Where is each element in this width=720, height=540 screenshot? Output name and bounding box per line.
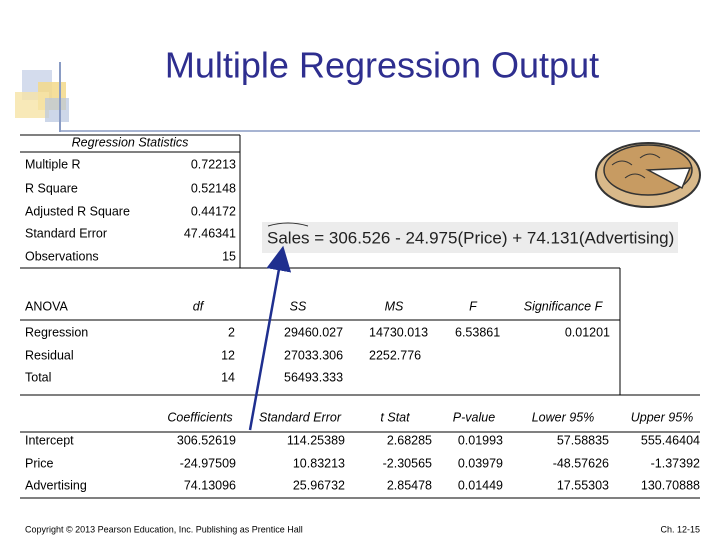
anova-cell: 27033.306 (284, 348, 343, 362)
equation-box (262, 222, 678, 253)
anova-cell: 2252.776 (369, 348, 421, 362)
coef-header: Coefficients (167, 410, 232, 424)
coef-header: t Stat (380, 410, 410, 424)
coef-cell: -1.37392 (651, 456, 700, 470)
coef-cell: 0.01449 (458, 478, 503, 492)
anova-header: df (193, 299, 205, 313)
anova-cell: 56493.333 (284, 370, 343, 384)
anova-cell: 29460.027 (284, 325, 343, 339)
coef-cell: 74.13096 (184, 478, 236, 492)
slide-title: Multiple Regression Output (165, 45, 599, 86)
coef-cell: 306.52619 (177, 433, 236, 447)
anova-cell: 14730.013 (369, 325, 428, 339)
coef-header: Upper 95% (631, 410, 694, 424)
anova-header: SS (290, 299, 307, 313)
stat-label: Observations (25, 249, 99, 263)
coef-row-label: Advertising (25, 478, 87, 492)
anova-cell: 14 (221, 370, 235, 384)
anova-cell: 6.53861 (455, 325, 500, 339)
coef-cell: 130.70888 (641, 478, 700, 492)
table-rules (20, 134, 700, 499)
coef-row-label: Intercept (25, 433, 74, 447)
pie-illustration (595, 142, 701, 208)
stat-label: R Square (25, 181, 78, 195)
stats-heading: Regression Statistics (72, 135, 189, 149)
anova-cell: 0.01201 (565, 325, 610, 339)
page-number: Ch. 12-15 (660, 524, 700, 534)
hat (267, 222, 309, 227)
stat-value: 0.44172 (191, 204, 236, 218)
anova-header: F (469, 299, 478, 313)
coef-row-label: Price (25, 456, 54, 470)
stat-label: Adjusted R Square (25, 204, 130, 218)
coef-cell: -24.97509 (180, 456, 236, 470)
stat-label: Multiple R (25, 157, 81, 171)
anova-cell: 2 (228, 325, 235, 339)
regression-equation: Sales = 306.526 - 24.975(Price) + 74.131… (267, 228, 674, 247)
coef-cell: 57.58835 (557, 433, 609, 447)
anova-row-label: Total (25, 370, 51, 384)
decoration (15, 62, 700, 132)
coef-cell: 2.68285 (387, 433, 432, 447)
coef-cell: 25.96732 (293, 478, 345, 492)
arrow (248, 245, 292, 431)
stat-value: 0.52148 (191, 181, 236, 195)
coef-header: Standard Error (259, 410, 342, 424)
coef-cell: 10.83213 (293, 456, 345, 470)
anova-header: ANOVA (25, 299, 68, 313)
coef-header: Lower 95% (532, 410, 595, 424)
stat-label: Standard Error (25, 226, 107, 240)
coef-cell: 0.01993 (458, 433, 503, 447)
anova-row-label: Regression (25, 325, 88, 339)
copyright: Copyright © 2013 Pearson Education, Inc.… (25, 524, 303, 534)
coef-cell: 17.55303 (557, 478, 609, 492)
anova-header: MS (385, 299, 404, 313)
anova-row-label: Residual (25, 348, 74, 362)
coef-cell: -2.30565 (383, 456, 432, 470)
coef-cell: 0.03979 (458, 456, 503, 470)
coef-cell: 114.25389 (287, 433, 345, 447)
stat-value: 0.72213 (191, 157, 236, 171)
coef-cell: 555.46404 (641, 433, 700, 447)
stat-value: 15 (222, 249, 236, 263)
coef-cell: 2.85478 (387, 478, 432, 492)
anova-header: Significance F (524, 299, 604, 313)
anova-cell: 12 (221, 348, 235, 362)
stat-value: 47.46341 (184, 226, 236, 240)
coef-header: P-value (453, 410, 495, 424)
coef-cell: -48.57626 (553, 456, 609, 470)
